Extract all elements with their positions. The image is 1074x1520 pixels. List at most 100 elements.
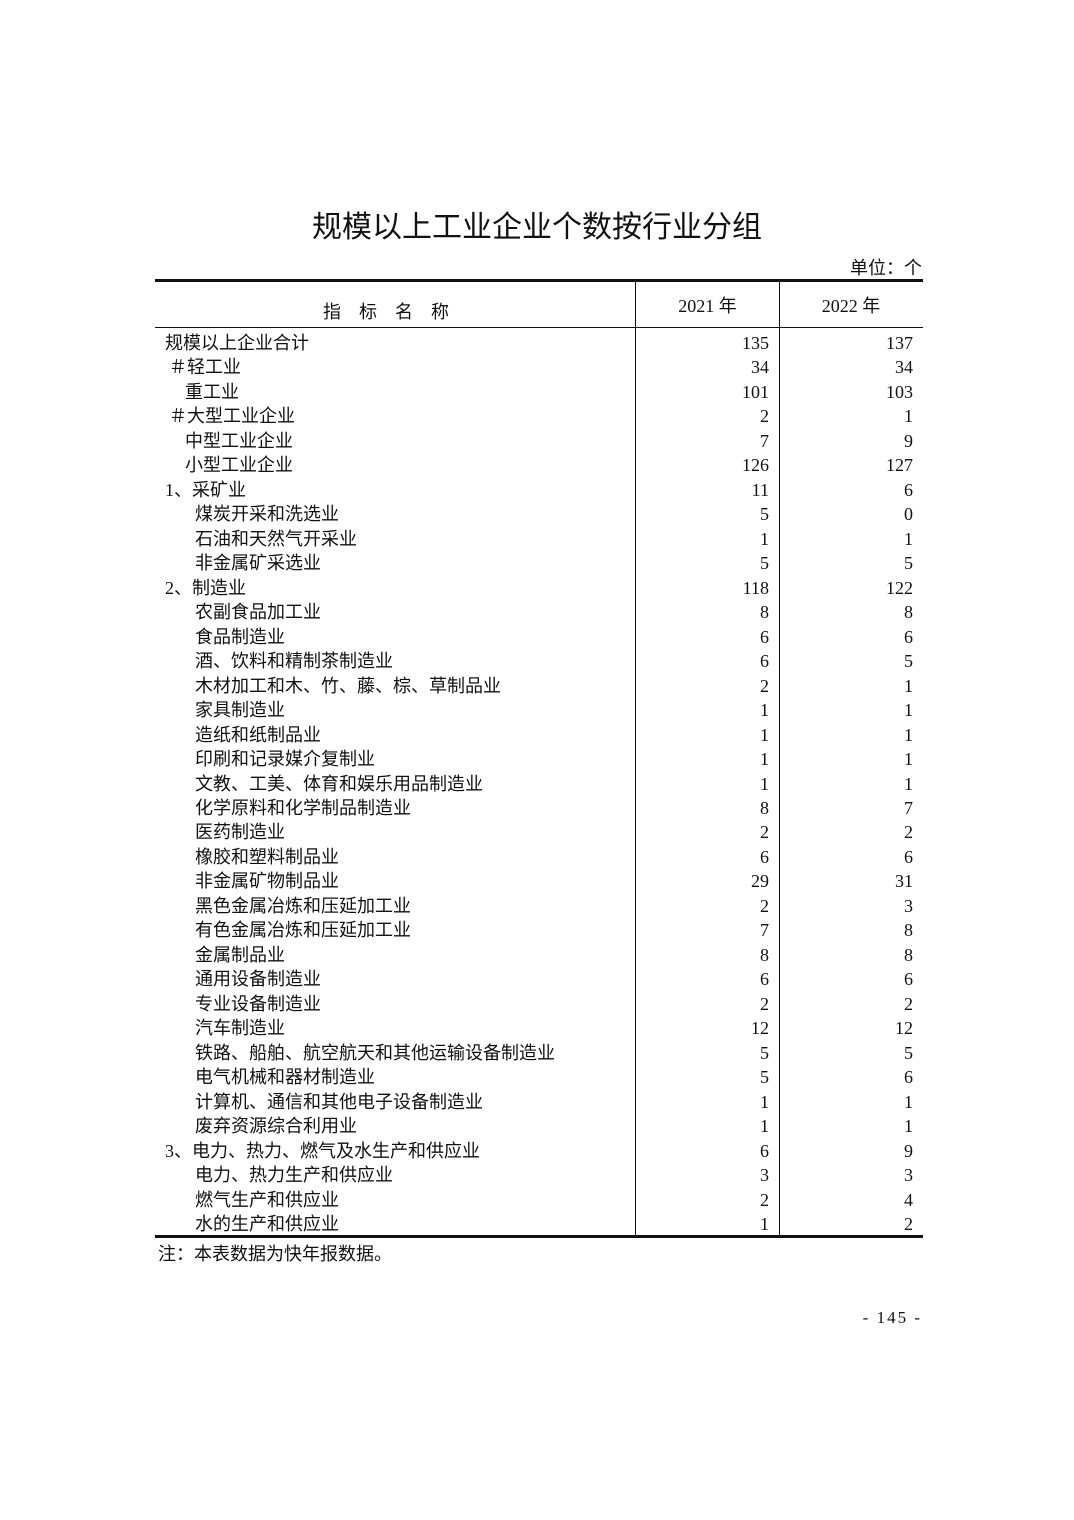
value-2022: 1 <box>904 749 913 770</box>
value-2021: 2 <box>760 675 769 696</box>
table-row: 家具制造业 1 1 <box>155 698 923 722</box>
row-name: 化学原料和化学制品制造业 <box>195 797 411 818</box>
value-2022: 34 <box>895 357 913 378</box>
value-2021: 1 <box>760 1116 769 1137</box>
value-2022: 137 <box>886 333 913 353</box>
value-2021: 34 <box>751 357 769 378</box>
row-name: 农副食品加工业 <box>195 602 321 623</box>
header-indicator-name: 指标名称 <box>323 302 467 322</box>
value-2021: 5 <box>760 504 769 525</box>
value-2021: 5 <box>760 553 769 574</box>
value-2022: 1 <box>904 700 913 721</box>
value-2021: 2 <box>760 895 769 916</box>
value-2022: 0 <box>904 504 913 525</box>
value-2021: 7 <box>760 430 769 451</box>
row-name: 橡胶和塑料制品业 <box>195 846 339 867</box>
row-name: 电力、热力生产和供应业 <box>195 1165 393 1186</box>
value-2021: 1 <box>760 1091 769 1112</box>
table-row: 规模以上企业合计 135 137 <box>155 331 923 355</box>
table-row: 中型工业企业 7 9 <box>155 429 923 453</box>
row-name: 小型工业企业 <box>185 455 293 476</box>
row-name: 黑色金属冶炼和压延加工业 <box>195 895 411 916</box>
value-2022: 31 <box>895 871 913 892</box>
row-name: 木材加工和木、竹、藤、棕、草制品业 <box>195 675 501 696</box>
row-name: 1、采矿业 <box>165 479 246 500</box>
row-name: ＃大型工业企业 <box>169 406 295 427</box>
value-2022: 5 <box>904 1042 913 1063</box>
column-divider <box>635 282 636 1236</box>
table-row: 专业设备制造业 2 2 <box>155 992 923 1016</box>
value-2022: 127 <box>886 455 913 476</box>
row-name: 2、制造业 <box>165 577 246 598</box>
row-name: 重工业 <box>185 381 239 402</box>
value-2021: 101 <box>742 381 769 402</box>
row-name: 中型工业企业 <box>185 430 293 451</box>
page-title: 规模以上工业企业个数按行业分组 <box>312 211 762 244</box>
table-row: 医药制造业 2 2 <box>155 820 923 844</box>
value-2022: 1 <box>904 1116 913 1137</box>
table-row: 橡胶和塑料制品业 6 6 <box>155 845 923 869</box>
header-bottom-rule <box>155 327 923 328</box>
row-name: 石油和天然气开采业 <box>195 528 357 549</box>
row-name: 专业设备制造业 <box>195 993 321 1014</box>
value-2021: 6 <box>760 1140 769 1161</box>
table-row: 非金属矿采选业 5 5 <box>155 551 923 575</box>
value-2022: 9 <box>904 1140 913 1161</box>
header-2021: 2021 年 <box>678 296 737 316</box>
row-name: 医药制造业 <box>195 822 285 843</box>
row-name: 文教、工美、体育和娱乐用品制造业 <box>195 773 483 794</box>
table-row: 铁路、船舶、航空航天和其他运输设备制造业 5 5 <box>155 1041 923 1065</box>
row-name: 非金属矿物制品业 <box>195 871 339 892</box>
value-2021: 1 <box>760 1214 769 1234</box>
value-2021: 8 <box>760 797 769 818</box>
value-2021: 3 <box>760 1165 769 1186</box>
table-row: 煤炭开采和洗选业 5 0 <box>155 502 923 526</box>
row-name: 家具制造业 <box>195 700 285 721</box>
value-2022: 103 <box>886 381 913 402</box>
value-2022: 6 <box>904 969 913 990</box>
row-name: 3、电力、热力、燃气及水生产和供应业 <box>165 1140 480 1161</box>
unit-label: 单位：个 <box>850 258 922 278</box>
value-2021: 12 <box>751 1018 769 1039</box>
value-2022: 3 <box>904 895 913 916</box>
table-row: 汽车制造业 12 12 <box>155 1016 923 1040</box>
row-name: 燃气生产和供应业 <box>195 1189 339 1210</box>
value-2021: 8 <box>760 602 769 623</box>
row-name: 非金属矿采选业 <box>195 553 321 574</box>
value-2022: 4 <box>904 1189 913 1210</box>
table-row: 3、电力、热力、燃气及水生产和供应业 6 9 <box>155 1139 923 1163</box>
table-row: 金属制品业 8 8 <box>155 943 923 967</box>
value-2022: 12 <box>895 1018 913 1039</box>
value-2022: 7 <box>904 797 913 818</box>
table-row: 黑色金属冶炼和压延加工业 2 3 <box>155 894 923 918</box>
row-name: 印刷和记录媒介复制业 <box>195 749 375 770</box>
value-2022: 6 <box>904 1067 913 1088</box>
row-name: 计算机、通信和其他电子设备制造业 <box>195 1091 483 1112</box>
table-row: 文教、工美、体育和娱乐用品制造业 1 1 <box>155 772 923 796</box>
value-2021: 2 <box>760 993 769 1014</box>
value-2022: 5 <box>904 651 913 672</box>
value-2021: 6 <box>760 651 769 672</box>
table-row: 小型工业企业 126 127 <box>155 453 923 477</box>
table-row: 石油和天然气开采业 1 1 <box>155 527 923 551</box>
value-2021: 2 <box>760 822 769 843</box>
row-name: 酒、饮料和精制茶制造业 <box>195 651 393 672</box>
row-name: 水的生产和供应业 <box>195 1214 339 1234</box>
page-number: - 145 - <box>862 1308 922 1327</box>
row-name: 铁路、船舶、航空航天和其他运输设备制造业 <box>195 1042 555 1063</box>
value-2021: 135 <box>742 333 769 353</box>
value-2022: 1 <box>904 675 913 696</box>
table-row: 酒、饮料和精制茶制造业 6 5 <box>155 649 923 673</box>
value-2022: 9 <box>904 430 913 451</box>
table-row: 燃气生产和供应业 2 4 <box>155 1188 923 1212</box>
value-2021: 5 <box>760 1067 769 1088</box>
value-2021: 11 <box>751 479 769 500</box>
table-row: 化学原料和化学制品制造业 8 7 <box>155 796 923 820</box>
value-2022: 1 <box>904 724 913 745</box>
row-name: 废弃资源综合利用业 <box>195 1116 357 1137</box>
value-2021: 1 <box>760 700 769 721</box>
table-row: 水的生产和供应业 1 2 <box>155 1212 923 1236</box>
row-name: 造纸和纸制品业 <box>195 724 321 745</box>
value-2022: 1 <box>904 406 913 427</box>
table-row: ＃大型工业企业 2 1 <box>155 404 923 428</box>
